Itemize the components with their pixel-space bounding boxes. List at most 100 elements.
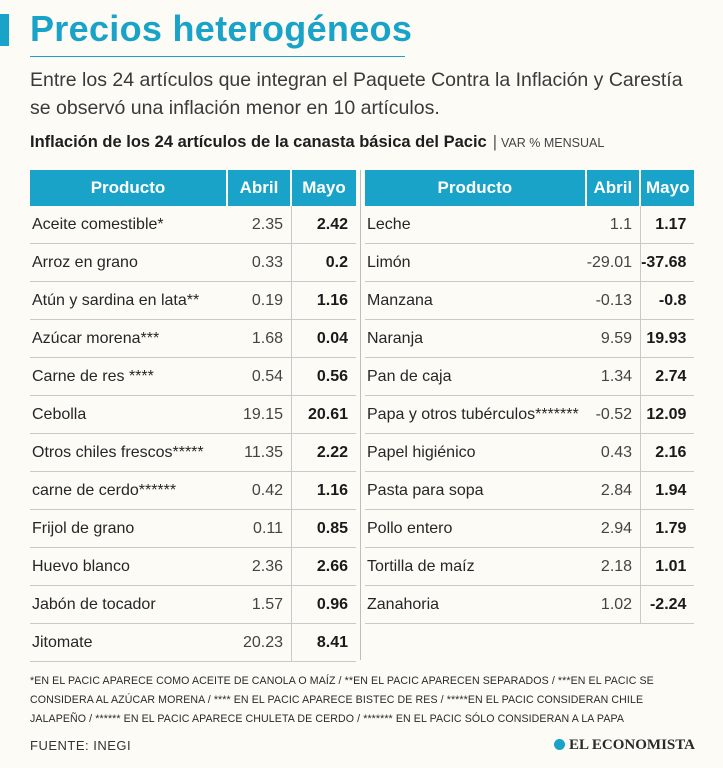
table-row: Manzana -0.13 -0.8 — [365, 282, 695, 320]
cell-april: 20.23 — [228, 624, 292, 662]
cell-april: 0.42 — [228, 472, 292, 510]
cell-product: Papa y otros tubérculos******* — [365, 396, 587, 434]
cell-product: Huevo blanco — [30, 548, 228, 586]
cell-product: Manzana — [365, 282, 587, 320]
cell-may: 2.16 — [641, 434, 695, 472]
footnotes: *En el Pacic aparece como aceite de cano… — [30, 675, 654, 725]
table-row: Jitomate 20.23 8.41 — [30, 624, 356, 662]
table-row: Arroz en grano 0.33 0.2 — [30, 244, 356, 282]
cell-product: Otros chiles frescos***** — [30, 434, 228, 472]
table-row: Naranja 9.59 19.93 — [365, 320, 695, 358]
brand-dot-icon — [554, 739, 565, 750]
right-table-header: Producto Abril Mayo — [365, 170, 695, 206]
cell-product: Limón — [365, 244, 587, 282]
table-row: Atún y sardina en lata** 0.19 1.16 — [30, 282, 356, 320]
cell-may: -0.8 — [641, 282, 695, 320]
cell-product: Papel higiénico — [365, 434, 587, 472]
cell-april: 2.36 — [228, 548, 292, 586]
table-row: Leche 1.1 1.17 — [365, 206, 695, 244]
cell-product: Jabón de tocador — [30, 586, 228, 624]
title-underline — [30, 56, 405, 57]
subtitle: Entre los 24 artículos que integran el P… — [30, 69, 683, 119]
table-row: Papel higiénico 0.43 2.16 — [365, 434, 695, 472]
table-heading: Inflación de los 24 artículos de la cana… — [30, 133, 604, 152]
right-table: Producto Abril Mayo Leche 1.1 1.17 Limón -29… — [365, 170, 695, 624]
cell-product: Arroz en grano — [30, 244, 228, 282]
cell-may: 2.42 — [292, 206, 356, 244]
cell-april: 0.19 — [228, 282, 292, 320]
left-table-header: Producto Abril Mayo — [30, 170, 356, 206]
cell-april: 1.02 — [586, 586, 642, 624]
page-title: Precios heterogéneos — [30, 8, 413, 49]
cell-product: Azúcar morena*** — [30, 320, 228, 358]
table-row: Carne de res **** 0.54 0.56 — [30, 358, 356, 396]
cell-april: 11.35 — [228, 434, 292, 472]
cell-april: 2.18 — [586, 548, 642, 586]
table-unit: VAR % MENSUAL — [501, 136, 605, 150]
table-row: Jabón de tocador 1.57 0.96 — [30, 586, 356, 624]
column-header-may: Mayo — [641, 170, 695, 206]
cell-may: 0.96 — [292, 586, 356, 624]
table-heading-separator: | — [492, 133, 497, 151]
cell-product: Tortilla de maíz — [365, 548, 587, 586]
table-row: Pollo entero 2.94 1.79 — [365, 510, 695, 548]
cell-april: 1.1 — [586, 206, 642, 244]
cell-product: Aceite comestible* — [30, 206, 228, 244]
column-header-product: Producto — [365, 170, 587, 206]
brand-logo: EL ECONOMISTA — [554, 737, 695, 754]
cell-may: 2.22 — [292, 434, 356, 472]
cell-april: 1.68 — [228, 320, 292, 358]
cell-may: 19.93 — [641, 320, 695, 358]
column-header-april: Abril — [586, 170, 642, 206]
cell-product: Cebolla — [30, 396, 228, 434]
cell-april: -29.01 — [586, 244, 642, 282]
cell-product: Leche — [365, 206, 587, 244]
cell-may: 0.56 — [292, 358, 356, 396]
cell-may: 2.74 — [641, 358, 695, 396]
cell-product: carne de cerdo****** — [30, 472, 228, 510]
table-row: Tortilla de maíz 2.18 1.01 — [365, 548, 695, 586]
cell-april: 9.59 — [586, 320, 642, 358]
cell-april: 2.84 — [586, 472, 642, 510]
cell-may: 1.79 — [641, 510, 695, 548]
cell-april: 0.54 — [228, 358, 292, 396]
cell-may: 0.85 — [292, 510, 356, 548]
cell-product: Carne de res **** — [30, 358, 228, 396]
left-table: Producto Abril Mayo Aceite comestible* 2.… — [30, 170, 356, 662]
table-row: Zanahoria 1.02 -2.24 — [365, 586, 695, 624]
column-header-april: Abril — [228, 170, 292, 206]
cell-may: 1.16 — [292, 472, 356, 510]
cell-product: Atún y sardina en lata** — [30, 282, 228, 320]
cell-april: 0.11 — [228, 510, 292, 548]
right-table-body: Leche 1.1 1.17 Limón -29.01 -37.68 Manzana -0.1… — [365, 206, 695, 624]
cell-product: Pasta para sopa — [365, 472, 587, 510]
cell-may: 1.01 — [641, 548, 695, 586]
cell-product: Jitomate — [30, 624, 228, 662]
cell-may: -37.68 — [641, 244, 695, 282]
cell-april: 1.57 — [228, 586, 292, 624]
cell-may: 12.09 — [641, 396, 695, 434]
cell-april: -0.52 — [586, 396, 642, 434]
cell-april: 0.33 — [228, 244, 292, 282]
column-header-product: Producto — [30, 170, 228, 206]
table-divider — [360, 170, 361, 660]
table-row: Otros chiles frescos***** 11.35 2.22 — [30, 434, 356, 472]
source-note: FUENTE: INEGI — [30, 738, 132, 753]
column-header-may: Mayo — [292, 170, 356, 206]
cell-may: 1.17 — [641, 206, 695, 244]
cell-may: 0.04 — [292, 320, 356, 358]
brand-name: EL ECONOMISTA — [569, 737, 695, 753]
table-row: Cebolla 19.15 20.61 — [30, 396, 356, 434]
table-row: Huevo blanco 2.36 2.66 — [30, 548, 356, 586]
cell-may: 0.2 — [292, 244, 356, 282]
cell-april: 0.43 — [586, 434, 642, 472]
title-accent-bar — [0, 14, 9, 46]
table-row: carne de cerdo****** 0.42 1.16 — [30, 472, 356, 510]
table-row: Limón -29.01 -37.68 — [365, 244, 695, 282]
cell-may: 1.16 — [292, 282, 356, 320]
cell-april: 1.34 — [586, 358, 642, 396]
table-row: Pasta para sopa 2.84 1.94 — [365, 472, 695, 510]
table-row: Frijol de grano 0.11 0.85 — [30, 510, 356, 548]
cell-may: 8.41 — [292, 624, 356, 662]
table-heading-text: Inflación de los 24 artículos de la cana… — [30, 133, 487, 151]
